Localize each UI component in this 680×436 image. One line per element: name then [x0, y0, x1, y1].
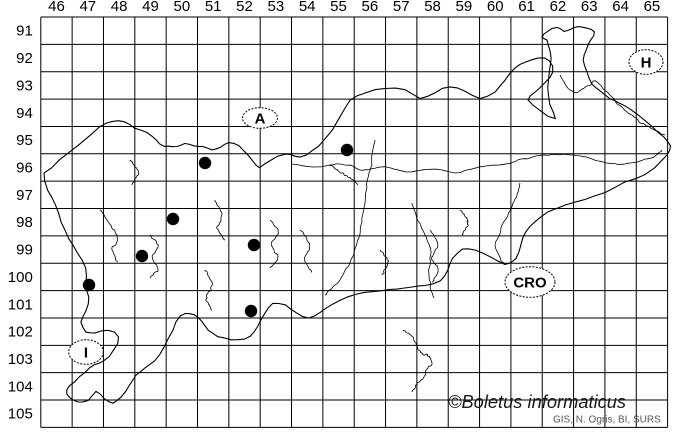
svg-text:65: 65 — [644, 0, 661, 15]
svg-text:94: 94 — [16, 105, 33, 122]
svg-text:59: 59 — [456, 0, 473, 15]
svg-text:104: 104 — [8, 378, 33, 395]
svg-text:53: 53 — [268, 0, 285, 15]
svg-text:54: 54 — [299, 0, 316, 15]
svg-text:I: I — [84, 344, 88, 361]
svg-text:56: 56 — [362, 0, 379, 15]
svg-text:97: 97 — [16, 187, 33, 204]
svg-text:98: 98 — [16, 214, 33, 231]
svg-text:103: 103 — [8, 351, 33, 368]
svg-text:100: 100 — [8, 269, 33, 286]
svg-text:91: 91 — [16, 23, 33, 40]
svg-text:93: 93 — [16, 77, 33, 94]
svg-text:47: 47 — [79, 0, 96, 15]
svg-text:62: 62 — [550, 0, 567, 15]
svg-text:55: 55 — [330, 0, 347, 15]
svg-text:60: 60 — [487, 0, 504, 15]
svg-text:CRO: CRO — [513, 274, 547, 291]
svg-text:101: 101 — [8, 296, 33, 313]
svg-text:64: 64 — [612, 0, 629, 15]
svg-text:92: 92 — [16, 50, 33, 67]
svg-text:61: 61 — [518, 0, 535, 15]
svg-text:57: 57 — [393, 0, 410, 15]
svg-text:105: 105 — [8, 406, 33, 423]
svg-text:52: 52 — [236, 0, 253, 15]
svg-text:A: A — [255, 110, 266, 127]
svg-text:58: 58 — [424, 0, 441, 15]
svg-text:H: H — [641, 54, 652, 71]
svg-text:©Boletus informaticus: ©Boletus informaticus — [448, 391, 626, 412]
svg-text:48: 48 — [111, 0, 128, 15]
svg-text:51: 51 — [205, 0, 222, 15]
svg-text:50: 50 — [173, 0, 190, 15]
svg-text:46: 46 — [48, 0, 65, 15]
svg-text:49: 49 — [142, 0, 159, 15]
svg-text:102: 102 — [8, 324, 33, 341]
svg-text:63: 63 — [581, 0, 598, 15]
svg-text:96: 96 — [16, 159, 33, 176]
svg-text:GIS, N. Ogris, BI, SURS: GIS, N. Ogris, BI, SURS — [553, 415, 661, 426]
svg-text:95: 95 — [16, 132, 33, 149]
svg-text:99: 99 — [16, 242, 33, 259]
